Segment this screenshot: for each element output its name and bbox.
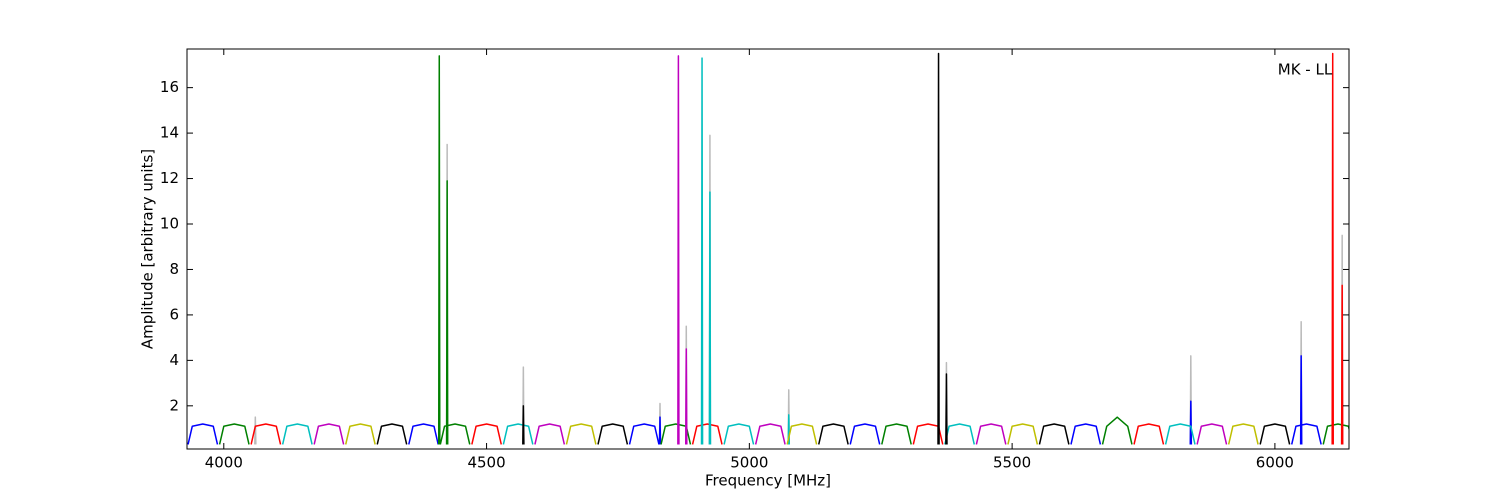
annotation: MK - LL bbox=[1278, 61, 1333, 79]
plot-frame bbox=[186, 48, 1350, 450]
x-tick-label: 5000 bbox=[730, 454, 768, 472]
x-tick-label: 4500 bbox=[467, 454, 505, 472]
spectrum-line bbox=[187, 355, 1322, 445]
y-tick-label: 6 bbox=[169, 305, 179, 323]
y-axis-label: Amplitude [arbitrary units] bbox=[139, 149, 157, 349]
y-tick-label: 8 bbox=[169, 260, 179, 278]
spectrum-line bbox=[376, 52, 1291, 445]
y-tick-label: 16 bbox=[160, 78, 179, 96]
spectrum-line bbox=[281, 57, 1196, 445]
spectrum-line bbox=[250, 52, 1344, 445]
y-tick-label: 14 bbox=[160, 124, 179, 142]
y-tick-label: 4 bbox=[169, 351, 179, 369]
spectrum-line bbox=[313, 55, 1228, 445]
spectrum-line bbox=[344, 423, 1259, 445]
plot-area bbox=[187, 52, 1349, 445]
spectrum-line bbox=[254, 134, 1344, 445]
x-tick-label: 4000 bbox=[205, 454, 243, 472]
x-tick-label: 5500 bbox=[993, 454, 1031, 472]
x-tick-label: 6000 bbox=[1256, 454, 1294, 472]
x-axis-label: Frequency [MHz] bbox=[705, 472, 831, 490]
spectrum-line bbox=[218, 55, 1349, 445]
y-tick-label: 10 bbox=[160, 215, 179, 233]
y-tick-label: 12 bbox=[160, 169, 179, 187]
y-tick-label: 2 bbox=[169, 396, 179, 414]
